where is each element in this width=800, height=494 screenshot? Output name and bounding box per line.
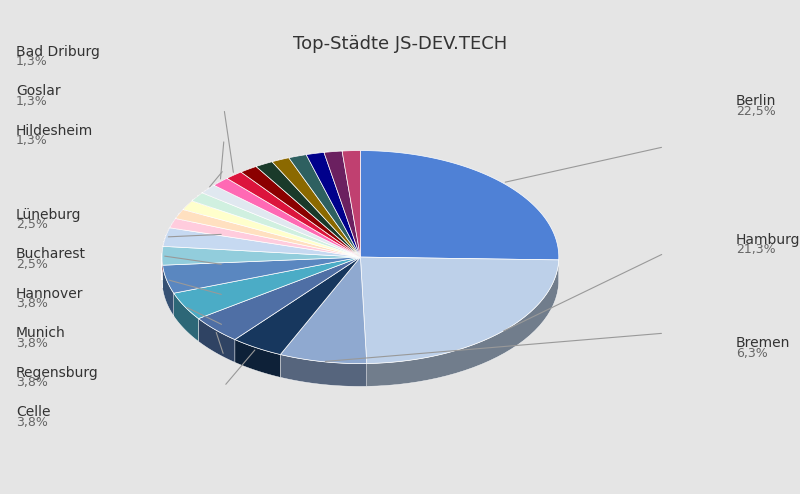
Text: 1,3%: 1,3%: [16, 134, 48, 147]
Polygon shape: [174, 257, 360, 319]
Text: 3,8%: 3,8%: [16, 376, 48, 389]
Polygon shape: [183, 201, 360, 257]
Polygon shape: [280, 355, 366, 386]
Polygon shape: [162, 166, 256, 280]
Text: Regensburg: Regensburg: [16, 366, 98, 380]
Polygon shape: [272, 158, 360, 257]
Text: Bremen: Bremen: [736, 336, 790, 350]
Polygon shape: [324, 151, 360, 257]
Text: Berlin: Berlin: [736, 94, 776, 108]
Text: 2,5%: 2,5%: [16, 218, 48, 231]
Text: 3,8%: 3,8%: [16, 337, 48, 350]
Polygon shape: [162, 193, 202, 280]
Polygon shape: [162, 185, 214, 280]
Polygon shape: [162, 172, 241, 280]
Text: Celle: Celle: [16, 406, 50, 419]
Text: Hannover: Hannover: [16, 287, 83, 301]
Text: Munich: Munich: [16, 327, 66, 340]
Polygon shape: [342, 151, 360, 257]
Polygon shape: [162, 218, 175, 280]
Text: 21,3%: 21,3%: [736, 243, 776, 256]
Polygon shape: [163, 228, 360, 257]
Polygon shape: [170, 218, 360, 257]
Polygon shape: [162, 265, 174, 316]
Polygon shape: [162, 257, 360, 293]
Polygon shape: [162, 247, 163, 280]
Polygon shape: [162, 158, 289, 280]
Polygon shape: [192, 193, 360, 257]
Text: 1,3%: 1,3%: [16, 95, 48, 108]
Text: 3,8%: 3,8%: [16, 416, 48, 429]
Polygon shape: [175, 209, 360, 257]
Polygon shape: [162, 162, 272, 280]
Polygon shape: [202, 185, 360, 257]
Text: 1,3%: 1,3%: [16, 55, 48, 68]
Polygon shape: [360, 151, 558, 260]
Polygon shape: [198, 319, 235, 363]
Polygon shape: [162, 152, 324, 280]
Text: Bucharest: Bucharest: [16, 247, 86, 261]
Polygon shape: [162, 178, 227, 280]
Text: 3,8%: 3,8%: [16, 297, 48, 310]
Text: Lüneburg: Lüneburg: [16, 208, 82, 222]
Polygon shape: [174, 293, 198, 341]
Text: 2,5%: 2,5%: [16, 258, 48, 271]
Text: Top-Städte JS-DEV.TECH: Top-Städte JS-DEV.TECH: [293, 35, 507, 52]
Polygon shape: [235, 339, 280, 377]
Text: 22,5%: 22,5%: [736, 105, 776, 118]
Polygon shape: [162, 247, 360, 265]
Polygon shape: [198, 257, 360, 339]
Polygon shape: [162, 151, 360, 280]
Polygon shape: [366, 260, 558, 386]
Text: 6,3%: 6,3%: [736, 347, 768, 360]
Polygon shape: [214, 178, 360, 257]
Polygon shape: [280, 257, 366, 364]
Text: Bad Driburg: Bad Driburg: [16, 45, 100, 59]
Polygon shape: [360, 257, 558, 364]
Polygon shape: [227, 172, 360, 257]
Polygon shape: [162, 209, 183, 280]
Text: Goslar: Goslar: [16, 84, 61, 98]
Polygon shape: [162, 151, 342, 280]
Text: Hamburg: Hamburg: [736, 233, 800, 247]
Polygon shape: [235, 257, 360, 355]
Polygon shape: [162, 228, 170, 280]
Text: Hildesheim: Hildesheim: [16, 124, 94, 138]
Polygon shape: [162, 201, 192, 280]
Polygon shape: [306, 152, 360, 257]
Polygon shape: [241, 166, 360, 257]
Polygon shape: [256, 162, 360, 257]
Polygon shape: [162, 155, 306, 280]
Polygon shape: [289, 155, 360, 257]
